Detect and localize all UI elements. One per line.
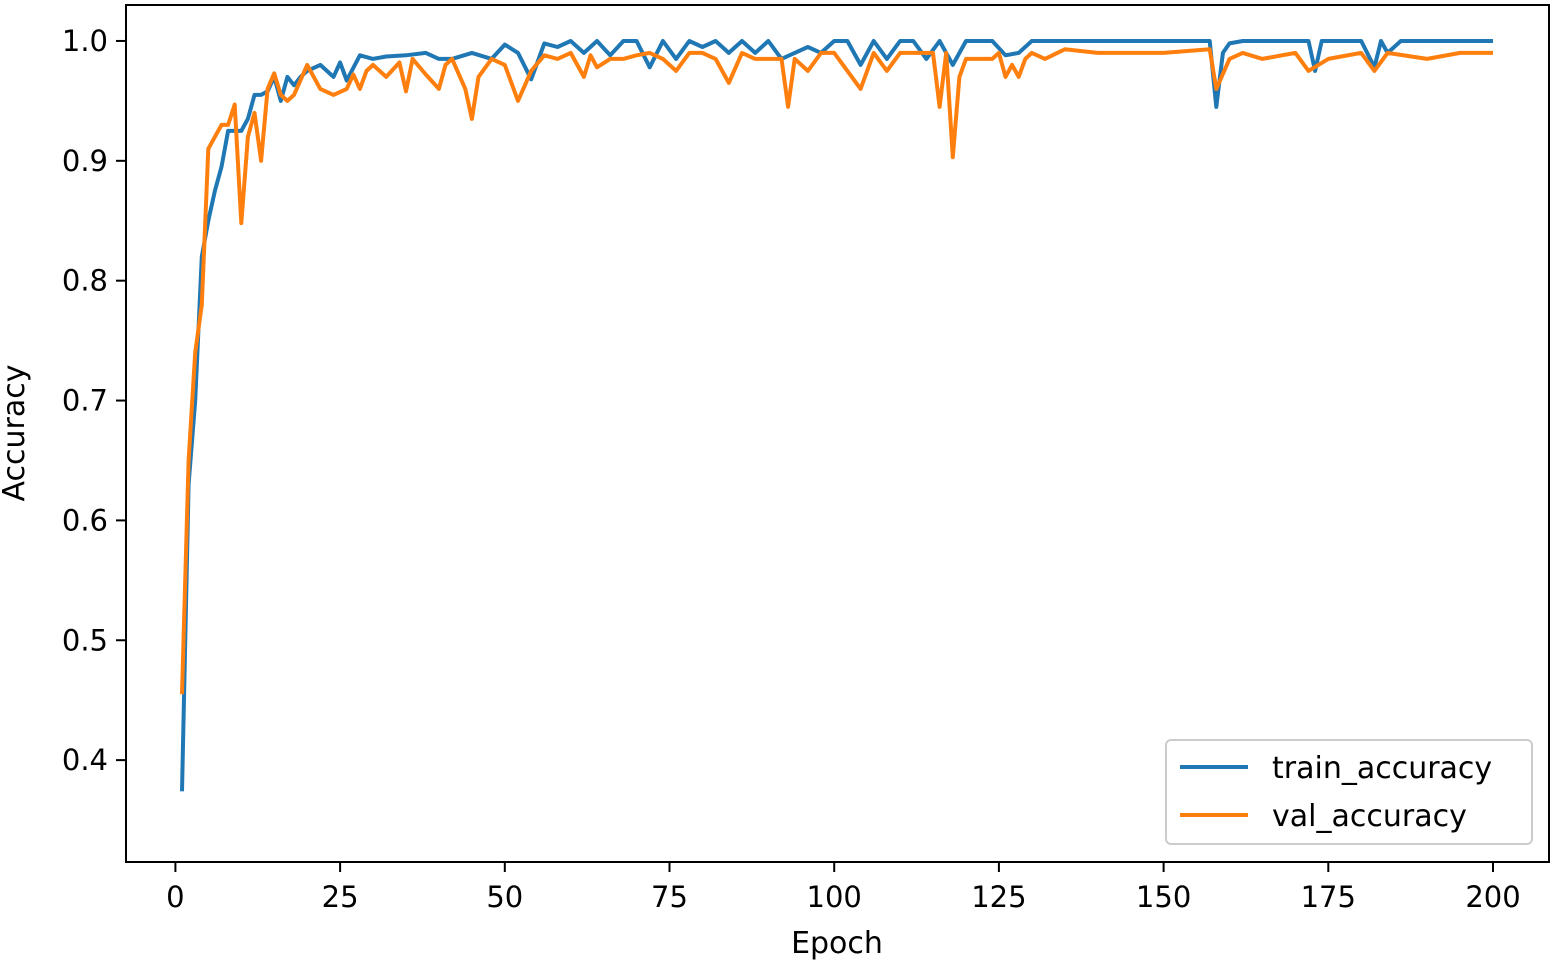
plot-series — [180, 39, 1493, 792]
y-tick-label: 0.8 — [62, 264, 108, 298]
y-tick-label: 0.7 — [62, 384, 108, 418]
x-tick-label: 150 — [1136, 880, 1191, 914]
y-tick-label: 0.6 — [62, 503, 108, 537]
x-tick-label: 25 — [322, 880, 359, 914]
plot-frame — [125, 4, 1550, 863]
legend-label-val: val_accuracy — [1272, 799, 1467, 834]
x-tick-label: 125 — [971, 880, 1026, 914]
x-tick-label: 50 — [486, 880, 523, 914]
x-axis-label: Epoch — [791, 926, 883, 961]
y-tick-label: 0.5 — [62, 623, 108, 657]
legend-frame — [1165, 739, 1533, 845]
y-axis: 0.4 0.5 0.6 0.7 0.8 0.9 1.0 — [62, 24, 126, 777]
y-tick-label: 0.4 — [62, 743, 108, 777]
x-tick-label: 175 — [1301, 880, 1356, 914]
series-line-val-accuracy — [180, 47, 1493, 695]
x-axis: 0 25 50 75 100 125 150 175 200 — [166, 862, 1521, 914]
y-tick-label: 1.0 — [62, 24, 108, 58]
x-tick-label: 200 — [1465, 880, 1520, 914]
x-tick-label: 100 — [807, 880, 862, 914]
y-axis-label: Accuracy — [0, 365, 32, 502]
x-tick-label: 75 — [651, 880, 688, 914]
legend: train_accuracy val_accuracy — [1165, 739, 1533, 845]
y-tick-label: 0.9 — [62, 144, 108, 178]
legend-label-train: train_accuracy — [1272, 751, 1492, 786]
x-tick-label: 0 — [166, 880, 184, 914]
series-line-train-accuracy — [180, 39, 1493, 792]
